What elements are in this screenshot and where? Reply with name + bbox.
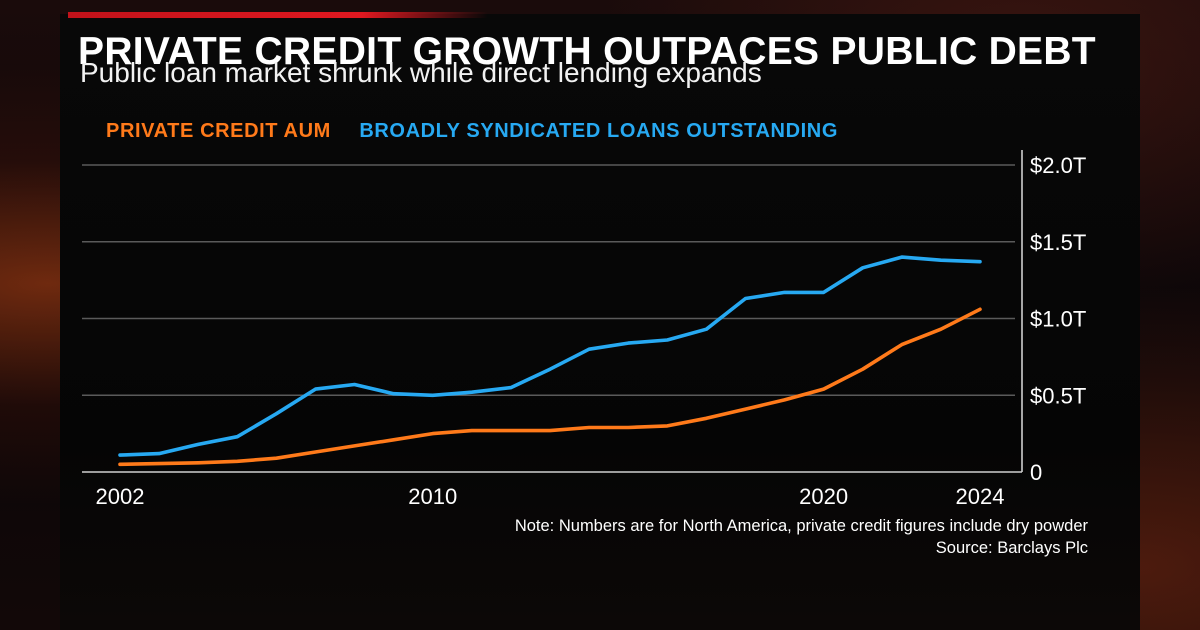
y-tick-label: 0	[1030, 460, 1042, 485]
legend-bsl: BROADLY SYNDICATED LOANS OUTSTANDING	[359, 120, 838, 142]
x-tick-label: 2020	[799, 484, 848, 509]
source-text: Source: Barclays Plc	[935, 539, 1088, 557]
series-line-bsl	[118, 255, 982, 457]
x-axis-labels: 2002 2010 2020 2024	[96, 484, 1005, 509]
note-text: Note: Numbers are for North America, pri…	[514, 517, 1088, 535]
chart-panel	[60, 14, 1140, 630]
series-lines	[118, 255, 982, 467]
y-tick-label: $1.0T	[1030, 307, 1086, 332]
y-axis-labels: $2.0T $1.5T $1.0T $0.5T 0	[1030, 153, 1086, 485]
y-tick-label: $0.5T	[1030, 383, 1086, 408]
series-line-private-credit	[118, 307, 982, 467]
y-tick-label: $1.5T	[1030, 230, 1086, 255]
y-tick-label: $2.0T	[1030, 153, 1086, 178]
legend-private-credit: PRIVATE CREDIT AUM	[106, 120, 331, 142]
chart-legend: PRIVATE CREDIT AUM BROADLY SYNDICATED LO…	[106, 120, 862, 143]
page-title: PRIVATE CREDIT GROWTH OUTPACES PUBLIC DE…	[78, 30, 1096, 73]
x-tick-label: 2002	[96, 484, 145, 509]
grid-lines	[82, 150, 1023, 473]
page-subtitle: Public loan market shrunk while direct l…	[80, 57, 762, 88]
chart-footnote: Note: Numbers are for North America, pri…	[515, 515, 1088, 559]
x-tick-label: 2024	[956, 484, 1005, 509]
accent-bar	[68, 12, 488, 18]
x-tick-label: 2010	[408, 484, 457, 509]
